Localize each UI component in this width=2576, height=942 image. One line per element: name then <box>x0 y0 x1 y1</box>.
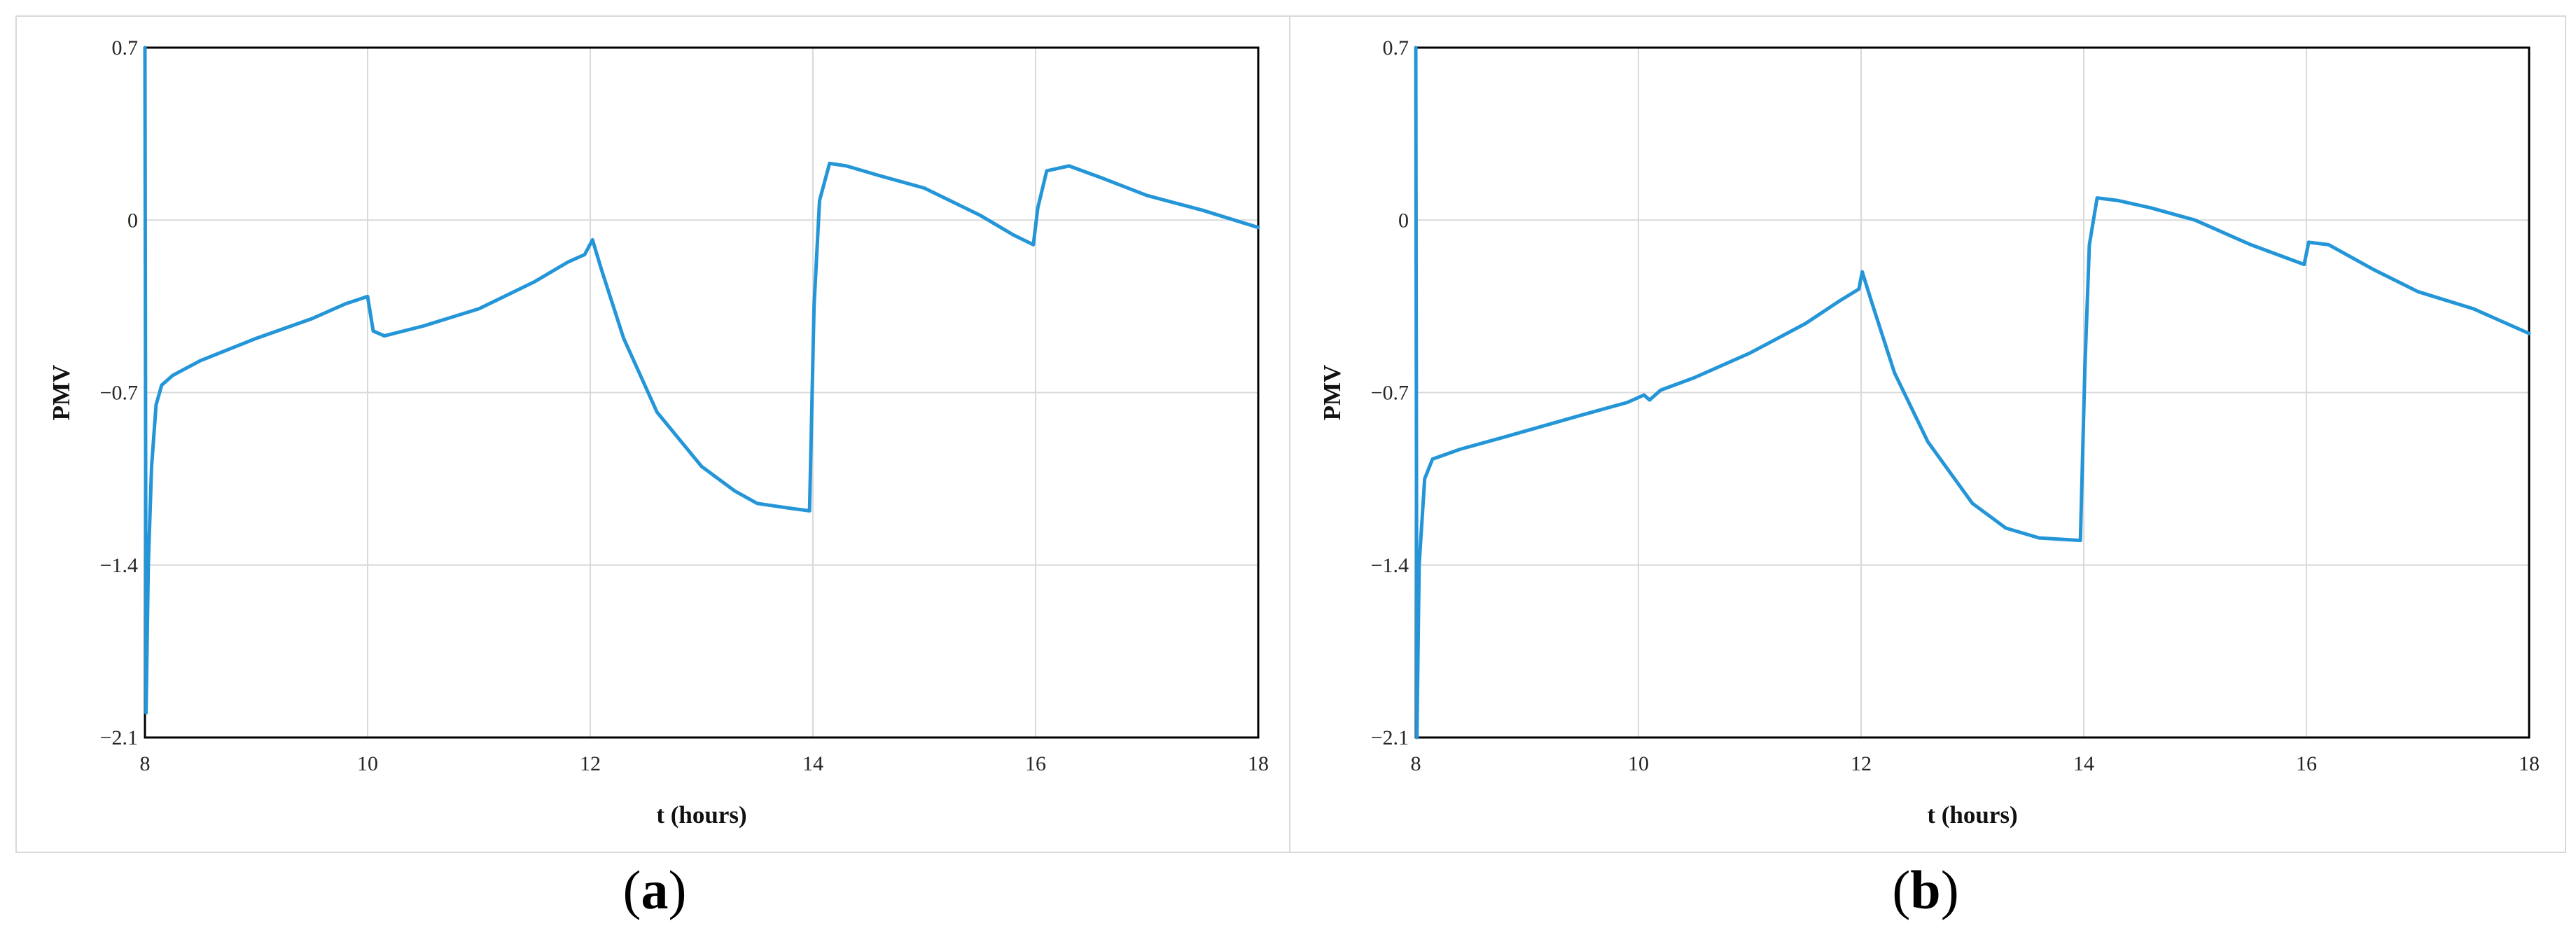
pmv-series-line <box>143 46 1260 715</box>
y-tick-label: 0.7 <box>1383 36 1409 60</box>
x-tick-label: 10 <box>1628 752 1649 775</box>
y-tick-label: −2.1 <box>100 726 138 749</box>
pmv-chart-a: 8 10 12 14 16 18 0.7 0 −0.7 −1.4 −2.1 t (hours) PMV <box>48 36 1269 829</box>
x-axis-title: t (hours) <box>656 801 746 829</box>
x-tick-label: 8 <box>140 752 151 775</box>
y-tick-label: −0.7 <box>1371 382 1409 405</box>
x-tick-label: 16 <box>2296 752 2317 775</box>
x-tick-label: 14 <box>802 752 823 775</box>
y-tick-label: 0 <box>1398 209 1409 232</box>
pmv-series-line <box>1414 46 2531 740</box>
chart-panel-a <box>15 15 1293 853</box>
x-tick-label: 12 <box>580 752 601 775</box>
x-axis-title: t (hours) <box>1927 801 2017 829</box>
y-tick-label: −2.1 <box>1371 726 1409 749</box>
x-tick-label: 8 <box>1411 752 1421 775</box>
panel-label-a: (a) <box>622 859 687 920</box>
x-tick-label: 18 <box>1248 752 1269 775</box>
y-tick-label: −1.4 <box>100 554 138 577</box>
y-tick-label: −0.7 <box>100 382 138 405</box>
chart-panel-b <box>1289 15 2566 853</box>
x-tick-label: 16 <box>1025 752 1046 775</box>
y-tick-label: 0.7 <box>112 36 139 60</box>
y-tick-label: −1.4 <box>1371 554 1409 577</box>
x-tick-label: 10 <box>357 752 378 775</box>
x-tick-label: 18 <box>2519 752 2540 775</box>
y-axis-title: PMV <box>1318 365 1346 421</box>
panel-label-b: (b) <box>1892 859 1959 920</box>
y-axis-title: PMV <box>48 365 75 421</box>
x-tick-label: 12 <box>1851 752 1872 775</box>
pmv-chart-b: 8 10 12 14 16 18 0.7 0 −0.7 −1.4 −2.1 t (hours) PMV <box>1318 36 2540 829</box>
y-tick-label: 0 <box>127 209 138 232</box>
x-tick-label: 14 <box>2073 752 2094 775</box>
